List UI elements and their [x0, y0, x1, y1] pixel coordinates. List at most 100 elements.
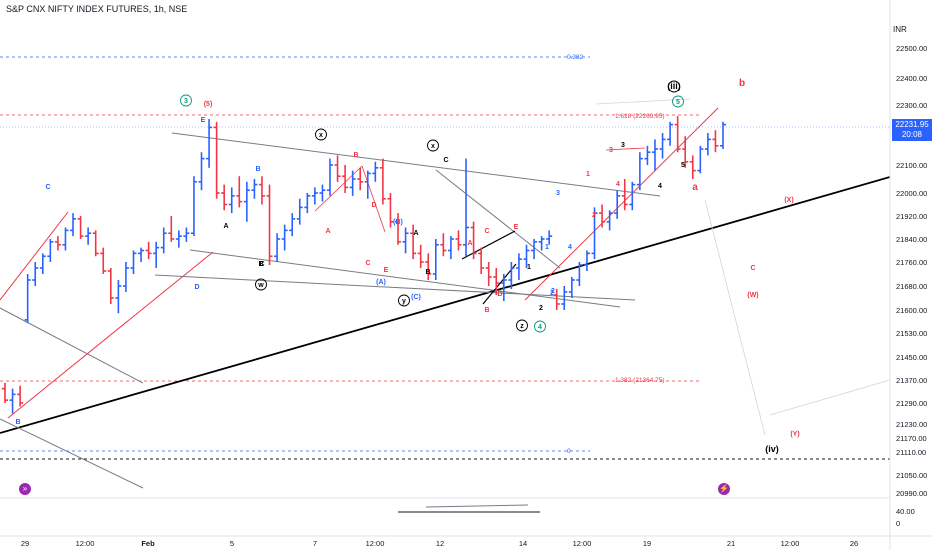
wave-label: B [484, 307, 489, 314]
red-channel-line [524, 107, 719, 301]
price-tick-label: 22300.00 [896, 101, 927, 110]
time-tick-label: 5 [230, 539, 234, 548]
fib-level-label: 0.382 [567, 54, 584, 61]
red-channel-line [0, 211, 69, 301]
chevron-right-icon[interactable]: » [19, 483, 31, 495]
wave-label: D [194, 284, 199, 291]
wave-label: a [692, 182, 698, 193]
volume-drawing-line [425, 504, 529, 508]
wave-label: A [223, 223, 228, 230]
time-tick-label: 12:00 [781, 539, 800, 548]
wave-label: 2 [592, 212, 596, 219]
wave-label: 1 [527, 264, 531, 271]
wave-label: C [259, 261, 264, 268]
wave-label: z [520, 323, 524, 330]
wave-label: 2 [550, 290, 554, 297]
small-channel-line [461, 230, 516, 260]
wave-label: (iii) [667, 81, 681, 91]
fib-level-label: 0 [567, 448, 571, 455]
time-tick-label: 7 [313, 539, 317, 548]
wave-label-circle [255, 278, 267, 291]
triangle-lower-line [154, 274, 636, 301]
wave-label: (5) [204, 101, 213, 108]
main-trendline [0, 176, 891, 434]
price-tick-label: 21230.00 [896, 420, 927, 429]
time-tick-label: Feb [141, 539, 155, 548]
wave-label: 1 [545, 244, 549, 251]
wave-label: b [739, 78, 745, 89]
price-tick-label: 21840.00 [896, 235, 927, 244]
volume-tick-label: 0 [896, 519, 900, 528]
wave-label-circle [180, 94, 192, 107]
wave-label: (A) [376, 279, 386, 286]
price-tick-label: 20990.00 [896, 489, 927, 498]
wave-label: E [514, 224, 519, 231]
wave-label: D [371, 202, 376, 209]
wave-label: E [201, 117, 206, 124]
wave-label: B [258, 261, 263, 268]
chart-title: S&P CNX NIFTY INDEX FUTURES, 1h, NSE [6, 4, 188, 14]
wave-label: B [425, 269, 430, 276]
wave-label: 3 [556, 190, 560, 197]
wave-label: x [431, 143, 435, 150]
price-tick-label: 21290.00 [896, 399, 927, 408]
correction-line [605, 147, 646, 151]
wave-connector-line [435, 169, 561, 269]
wave-label: A [467, 240, 472, 247]
time-tick-label: 29 [21, 539, 29, 548]
wave-label: C [45, 184, 50, 191]
wave-label: 3 [609, 147, 613, 154]
projection-line [769, 379, 891, 416]
time-tick-label: 12 [436, 539, 444, 548]
projection-line [704, 199, 766, 436]
time-tick-label: 12:00 [76, 539, 95, 548]
wave-label: (C) [411, 294, 421, 301]
price-tick-label: 21760.00 [896, 258, 927, 267]
price-tick-label: 21600.00 [896, 306, 927, 315]
wave-label-circle [668, 80, 680, 93]
wave-label: B [15, 419, 20, 426]
price-tick-label: 22400.00 [896, 74, 927, 83]
wave-label: 5 [681, 162, 685, 169]
price-tick-label: 21050.00 [896, 471, 927, 480]
wave-label: E [384, 267, 389, 274]
wave-label: C [750, 265, 755, 272]
red-channel-line [7, 251, 214, 419]
wave-label: 3 [621, 142, 625, 149]
wave-label: A [413, 230, 418, 237]
wave-label: (Y) [790, 431, 799, 438]
wave-label: 4 [568, 244, 572, 251]
bolt-icon[interactable]: ⚡ [718, 483, 730, 495]
triangle-upper-line [171, 132, 661, 197]
price-tick-label: 21680.00 [896, 282, 927, 291]
wave-label-circle [427, 139, 439, 152]
time-tick-label: 21 [727, 539, 735, 548]
wave-label: 2 [539, 305, 543, 312]
wave-label: y [402, 298, 406, 305]
bar-countdown: 20:08 [901, 130, 923, 139]
price-tick-label: 21450.00 [896, 353, 927, 362]
wave-label: 4 [538, 324, 542, 331]
wave-label: 4 [658, 183, 662, 190]
currency-label[interactable]: INR [893, 25, 907, 34]
wave-label: 1 [586, 171, 590, 178]
wave-label: 4 [616, 181, 620, 188]
price-tick-label: 21110.00 [896, 448, 926, 457]
fib-level-label: 1.618 (22269.95) [615, 113, 665, 120]
wave-label: C [365, 260, 370, 267]
wave-label: (iv) [765, 444, 779, 454]
wave-label: B [255, 166, 260, 173]
wave-label: w [257, 282, 264, 289]
channel-gray-line [0, 307, 144, 384]
time-tick-label: 14 [519, 539, 527, 548]
wave-label: 5 [676, 99, 680, 106]
price-tick-label: 21370.00 [896, 376, 927, 385]
small-channel-line [482, 263, 517, 305]
wave-label: x [319, 132, 323, 139]
projection-line [595, 98, 691, 105]
price-tick-label: 22500.00 [896, 44, 927, 53]
wave-label: 2 [551, 288, 555, 295]
price-tick-label: 22100.00 [896, 161, 927, 170]
price-tick-label: 21170.00 [896, 434, 927, 443]
